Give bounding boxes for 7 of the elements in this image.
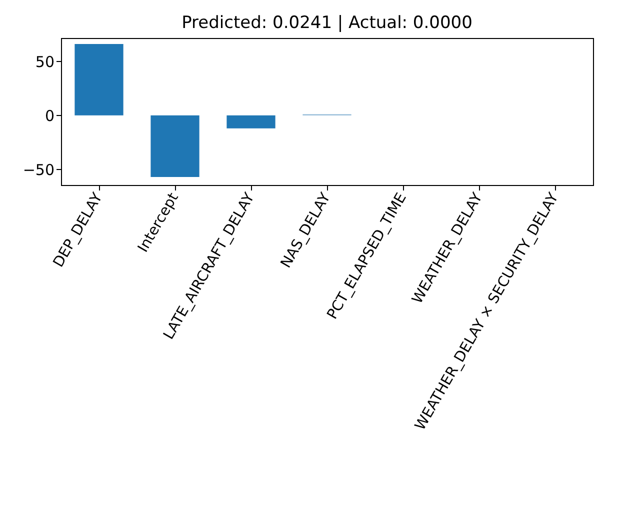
chart-title: Predicted: 0.0241 | Actual: 0.0000 [182, 13, 472, 33]
y-tick-label: 0 [44, 106, 54, 125]
y-tick-label: 50 [35, 52, 54, 71]
bar [226, 115, 276, 128]
y-tick-label: −50 [22, 160, 54, 179]
bar [74, 44, 124, 116]
bar [150, 115, 200, 177]
